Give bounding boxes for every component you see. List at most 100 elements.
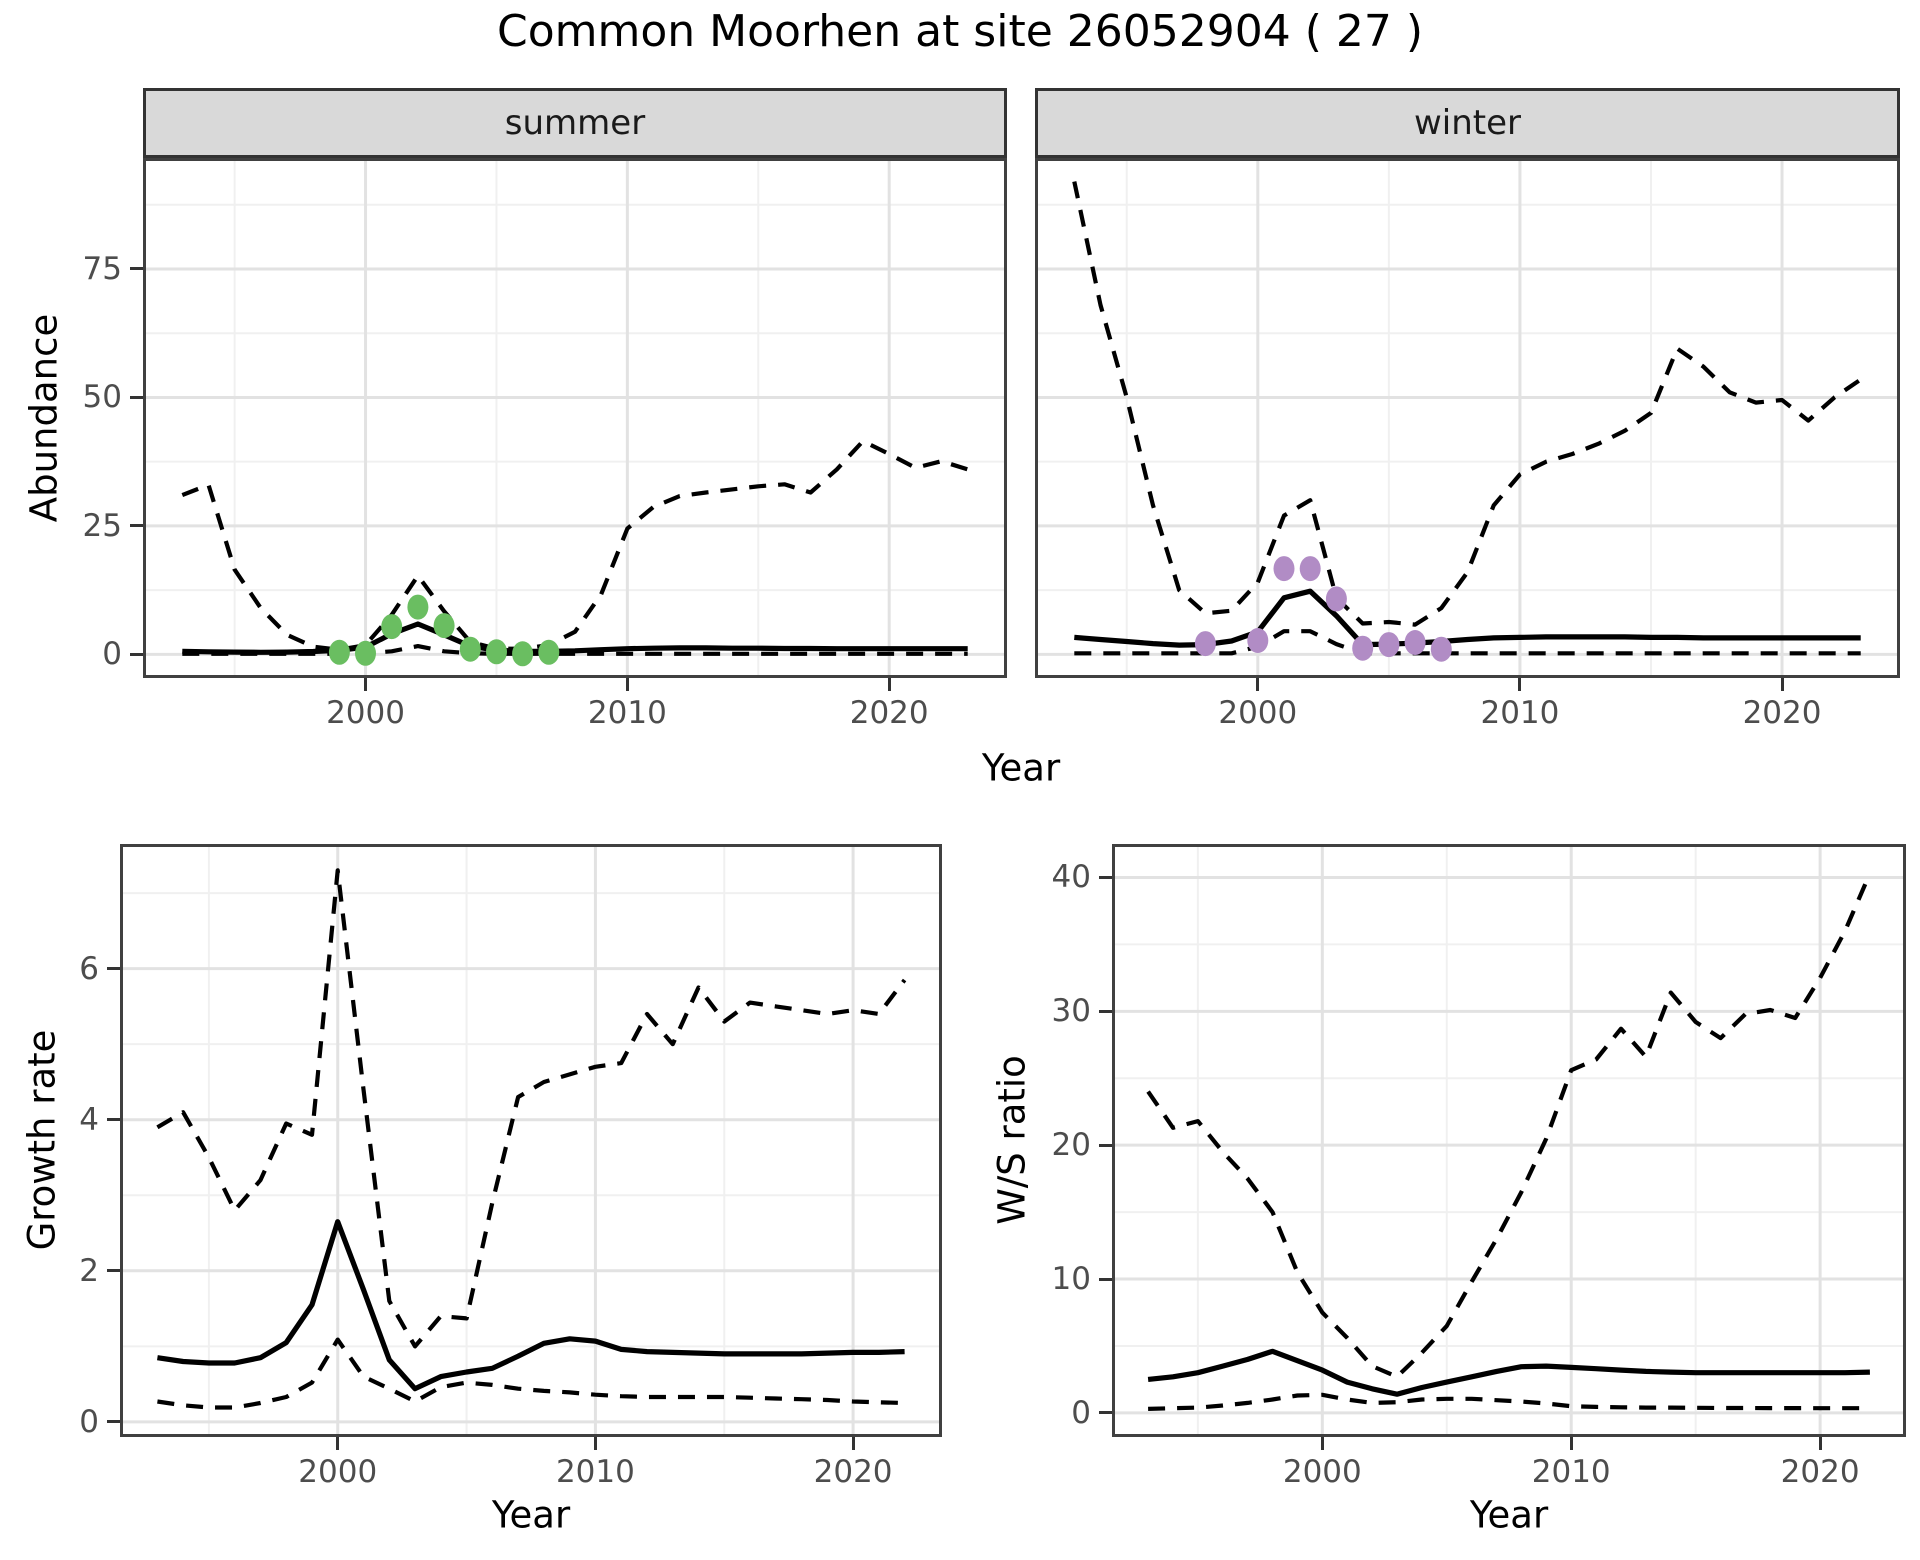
upper_95ci-line bbox=[181, 439, 969, 652]
upper_95ci-line bbox=[156, 868, 907, 1349]
observation-point bbox=[328, 639, 350, 665]
x-tick-label: 2000 bbox=[1282, 1454, 1362, 1490]
observation-point bbox=[459, 636, 481, 662]
median-line bbox=[157, 1219, 905, 1392]
year-axis-title-top: Year bbox=[981, 746, 1061, 790]
panel-background bbox=[120, 844, 942, 1437]
x-tick-mark bbox=[1256, 678, 1260, 691]
upper_95ci-line bbox=[1146, 872, 1872, 1379]
year-axis-title-growth: Year bbox=[491, 1493, 571, 1537]
ws-ratio-panel bbox=[1112, 844, 1906, 1437]
y-tick-label: 0 bbox=[102, 636, 122, 673]
observation-point bbox=[1352, 635, 1374, 661]
abundance-axis-title: Abundance bbox=[22, 313, 66, 523]
observation-point bbox=[1273, 556, 1295, 582]
x-tick-mark bbox=[593, 1437, 597, 1450]
y-tick-mark bbox=[107, 1269, 120, 1273]
x-tick-mark bbox=[1780, 678, 1784, 691]
panel-border bbox=[1035, 158, 1900, 678]
abundance-summer-svg bbox=[143, 158, 1007, 678]
y-tick-label: 30 bbox=[1051, 993, 1091, 1030]
abundance-winter-panel bbox=[1035, 158, 1900, 678]
x-tick-label: 2000 bbox=[326, 695, 405, 731]
observation-point bbox=[381, 614, 403, 640]
lower_95ci-line bbox=[1148, 1392, 1870, 1411]
observation-point bbox=[538, 639, 560, 665]
ws-ratio-svg bbox=[1112, 844, 1906, 1437]
y-tick-mark bbox=[130, 652, 143, 656]
y-tick-mark bbox=[130, 395, 143, 399]
x-tick-mark bbox=[1518, 678, 1522, 691]
x-tick-label: 2010 bbox=[1531, 1454, 1611, 1490]
y-tick-label: 25 bbox=[82, 507, 122, 544]
x-tick-label: 2020 bbox=[1780, 1454, 1860, 1490]
observation-point bbox=[512, 641, 534, 667]
y-tick-mark bbox=[107, 1420, 120, 1424]
year-axis-title-ws: Year bbox=[1469, 1493, 1549, 1537]
observation-point bbox=[433, 613, 455, 639]
plot-title: Common Moorhen at site 26052904 ( 27 ) bbox=[497, 6, 1423, 57]
x-tick-label: 2010 bbox=[1480, 695, 1560, 731]
lower_95ci-line bbox=[157, 1337, 905, 1410]
observation-point bbox=[1404, 630, 1426, 655]
y-tick-mark bbox=[1099, 1143, 1112, 1147]
observation-point bbox=[355, 640, 376, 666]
median-line bbox=[1147, 1348, 1870, 1397]
x-tick-label: 2020 bbox=[813, 1454, 893, 1490]
observation-point bbox=[1299, 556, 1321, 582]
y-tick-label: 10 bbox=[1051, 1261, 1091, 1298]
x-tick-label: 2000 bbox=[1218, 695, 1298, 731]
y-tick-mark bbox=[1099, 875, 1112, 879]
x-tick-label: 2010 bbox=[587, 695, 667, 731]
x-tick-mark bbox=[851, 1437, 855, 1450]
panel-border bbox=[120, 844, 942, 1437]
y-tick-label: 4 bbox=[79, 1101, 99, 1138]
growth-rate-svg bbox=[120, 844, 942, 1437]
facet-strip-winter: winter bbox=[1035, 88, 1900, 158]
y-tick-label: 20 bbox=[1051, 1127, 1091, 1164]
x-tick-label: 2020 bbox=[849, 695, 929, 731]
y-tick-mark bbox=[107, 1118, 120, 1122]
x-tick-mark bbox=[364, 678, 368, 691]
panel-background bbox=[1112, 844, 1906, 1437]
y-tick-label: 0 bbox=[1071, 1394, 1091, 1431]
x-tick-mark bbox=[887, 678, 891, 691]
x-tick-mark bbox=[1320, 1437, 1324, 1450]
y-tick-mark bbox=[130, 267, 143, 271]
y-tick-label: 75 bbox=[82, 250, 122, 287]
y-tick-label: 6 bbox=[79, 950, 99, 987]
observation-point bbox=[407, 594, 429, 620]
facet-strip-summer-label: summer bbox=[504, 103, 646, 143]
observation-point bbox=[486, 639, 507, 665]
x-tick-label: 2000 bbox=[298, 1454, 378, 1490]
y-tick-mark bbox=[1099, 1411, 1112, 1415]
x-tick-mark bbox=[1818, 1437, 1822, 1450]
x-tick-mark bbox=[1569, 1437, 1573, 1450]
panel-background bbox=[143, 158, 1007, 678]
x-tick-mark bbox=[336, 1437, 340, 1450]
abundance-summer-panel bbox=[143, 158, 1007, 678]
y-tick-label: 2 bbox=[79, 1252, 99, 1289]
observation-point bbox=[1430, 636, 1452, 662]
y-tick-mark bbox=[1099, 1277, 1112, 1281]
panel-background bbox=[1035, 158, 1900, 678]
y-tick-label: 50 bbox=[82, 379, 122, 416]
y-tick-mark bbox=[130, 524, 143, 528]
growth-rate-axis-title: Growth rate bbox=[20, 1029, 64, 1251]
facet-strip-summer: summer bbox=[143, 88, 1007, 158]
observation-point bbox=[1194, 631, 1216, 657]
observation-point bbox=[1247, 628, 1269, 653]
abundance-winter-svg bbox=[1035, 158, 1900, 678]
observation-point bbox=[1378, 632, 1400, 658]
growth-rate-panel bbox=[120, 844, 942, 1437]
y-tick-label: 40 bbox=[1051, 859, 1091, 896]
x-tick-mark bbox=[625, 678, 629, 691]
panel-border bbox=[143, 158, 1007, 678]
y-tick-mark bbox=[107, 967, 120, 971]
y-tick-label: 0 bbox=[79, 1403, 99, 1440]
facet-strip-winter-label: winter bbox=[1413, 103, 1522, 143]
x-tick-label: 2020 bbox=[1742, 695, 1822, 731]
upper_95ci-line bbox=[1072, 181, 1862, 627]
y-tick-mark bbox=[1099, 1009, 1112, 1013]
